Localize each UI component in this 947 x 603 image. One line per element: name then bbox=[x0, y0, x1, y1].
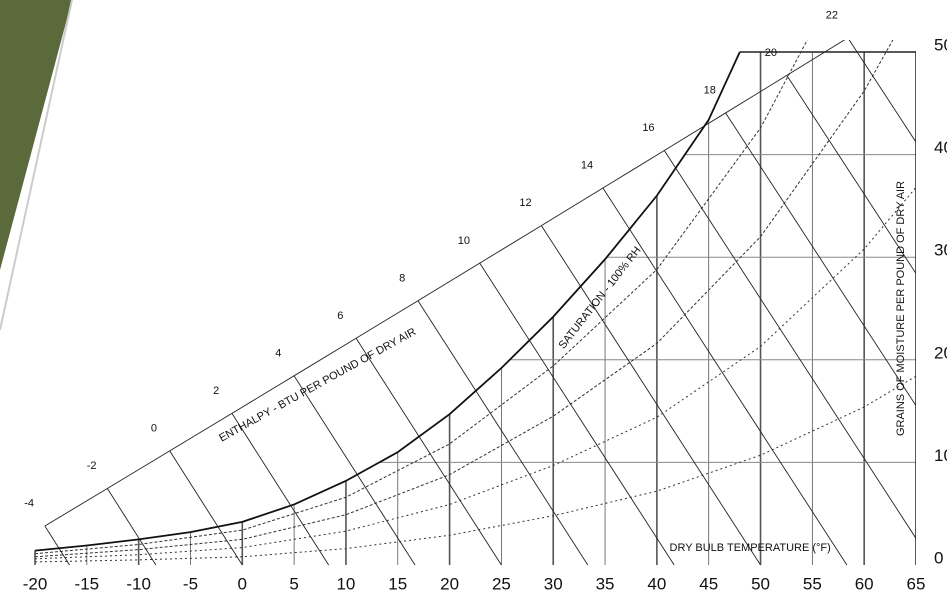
x-tick-label: 55 bbox=[803, 574, 822, 593]
x-tick-label: 10 bbox=[336, 574, 355, 593]
plot-area bbox=[34, 40, 916, 566]
enthalpy-label: -2 bbox=[87, 460, 97, 472]
enthalpy-line bbox=[602, 187, 848, 566]
enthalpy-line bbox=[417, 300, 589, 566]
x-axis-label: DRY BULB TEMPERATURE (°F) bbox=[670, 542, 831, 554]
x-tick-label: 0 bbox=[238, 574, 247, 593]
enthalpy-label: 0 bbox=[151, 423, 157, 435]
x-tick-label: 45 bbox=[699, 574, 718, 593]
enthalpy-label: 16 bbox=[642, 122, 654, 134]
enthalpy-label: -4 bbox=[24, 498, 34, 510]
x-tick-label: 5 bbox=[289, 574, 298, 593]
rh-curve bbox=[34, 375, 916, 563]
enthalpy-line bbox=[725, 112, 916, 407]
y-tick-label: 20 bbox=[934, 343, 947, 362]
enthalpy-label: 4 bbox=[275, 347, 281, 359]
enthalpy-axis-label: ENTHALPY - BTU PER POUND OF DRY AIR bbox=[217, 326, 418, 445]
rh-curve bbox=[34, 187, 916, 560]
x-tick-label: 15 bbox=[388, 574, 407, 593]
x-tick-label: 40 bbox=[647, 574, 666, 593]
enthalpy-line bbox=[786, 75, 916, 275]
x-tick-label: -10 bbox=[126, 574, 151, 593]
x-tick-label: 20 bbox=[440, 574, 459, 593]
enthalpy-label: 22 bbox=[826, 9, 838, 21]
enthalpy-label: 14 bbox=[581, 160, 593, 172]
enthalpy-line bbox=[848, 40, 916, 143]
photo-corner bbox=[0, 0, 72, 270]
x-tick-label: 60 bbox=[855, 574, 874, 593]
x-tick-label: -5 bbox=[183, 574, 198, 593]
y-tick-label: 30 bbox=[934, 241, 947, 260]
x-tick-label: -20 bbox=[23, 574, 48, 593]
x-tick-label: -15 bbox=[75, 574, 100, 593]
x-tick-label: 35 bbox=[596, 574, 615, 593]
x-tick-label: 30 bbox=[544, 574, 563, 593]
enthalpy-line bbox=[663, 150, 916, 540]
enthalpy-label: 18 bbox=[704, 85, 716, 97]
enthalpy-label: 6 bbox=[337, 310, 343, 322]
y-tick-label: 10 bbox=[934, 446, 947, 465]
decor-line bbox=[0, 0, 73, 331]
y-tick-label: 0 bbox=[934, 548, 943, 567]
enthalpy-line bbox=[106, 488, 157, 566]
enthalpy-line bbox=[355, 338, 502, 566]
x-tick-label: 25 bbox=[492, 574, 511, 593]
enthalpy-line bbox=[293, 375, 416, 566]
enthalpy-line bbox=[479, 262, 675, 566]
enthalpy-scale-curve bbox=[44, 40, 846, 527]
enthalpy-line bbox=[169, 450, 243, 566]
saturation-curve bbox=[34, 51, 741, 552]
rh-curve bbox=[34, 40, 808, 555]
y-tick-label: 50 bbox=[934, 35, 947, 54]
enthalpy-label: 10 bbox=[458, 235, 470, 247]
y-tick-label: 40 bbox=[934, 138, 947, 157]
enthalpy-label: 20 bbox=[765, 47, 777, 59]
x-tick-label: 50 bbox=[751, 574, 770, 593]
rh-curve bbox=[34, 40, 894, 558]
x-tick-label: 65 bbox=[907, 574, 926, 593]
enthalpy-label: 12 bbox=[519, 197, 531, 209]
enthalpy-label: 2 bbox=[213, 385, 219, 397]
enthalpy-line bbox=[231, 413, 330, 566]
enthalpy-line bbox=[541, 225, 761, 566]
enthalpy-label: 8 bbox=[399, 272, 405, 284]
y-axis-label: GRAINS OF MOISTURE PER POUND OF DRY AIR bbox=[895, 181, 907, 436]
enthalpy-line bbox=[44, 525, 70, 566]
